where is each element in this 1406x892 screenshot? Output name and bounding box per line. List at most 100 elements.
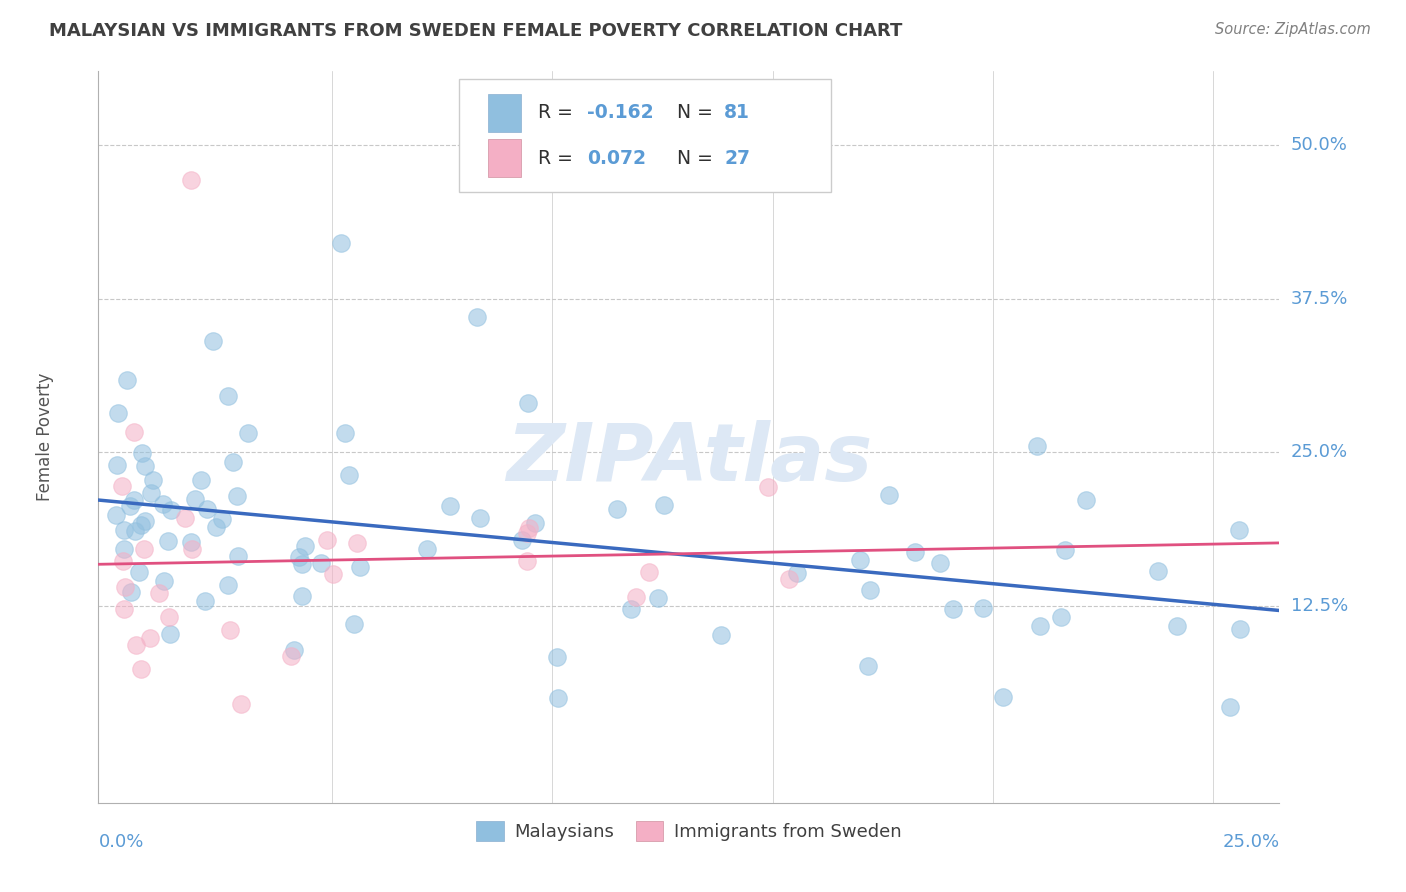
Point bbox=[778, 572, 800, 586]
Point bbox=[349, 560, 371, 574]
Point bbox=[122, 493, 145, 508]
Point bbox=[315, 533, 337, 547]
Text: N =: N = bbox=[678, 149, 718, 168]
Point bbox=[416, 541, 439, 556]
Point bbox=[142, 473, 165, 487]
Point bbox=[156, 533, 179, 548]
Text: N =: N = bbox=[678, 103, 718, 122]
Point bbox=[157, 609, 180, 624]
Point bbox=[620, 602, 643, 616]
Point bbox=[856, 659, 879, 673]
Point bbox=[1054, 543, 1077, 558]
Point bbox=[222, 455, 245, 469]
FancyBboxPatch shape bbox=[488, 139, 522, 178]
Point bbox=[1026, 439, 1049, 453]
Point bbox=[190, 473, 212, 487]
Text: -0.162: -0.162 bbox=[588, 103, 654, 122]
Point bbox=[134, 459, 156, 474]
Point bbox=[148, 586, 170, 600]
Text: 12.5%: 12.5% bbox=[1291, 597, 1348, 615]
Point bbox=[180, 172, 202, 186]
Text: 37.5%: 37.5% bbox=[1291, 290, 1348, 308]
Point bbox=[217, 389, 239, 403]
Point bbox=[111, 479, 134, 493]
Point bbox=[343, 617, 366, 632]
Legend: Malaysians, Immigrants from Sweden: Malaysians, Immigrants from Sweden bbox=[470, 814, 908, 848]
Text: 50.0%: 50.0% bbox=[1291, 136, 1347, 154]
Point bbox=[1049, 610, 1071, 624]
Point bbox=[1166, 619, 1188, 633]
Point bbox=[547, 691, 569, 706]
Point bbox=[291, 589, 314, 603]
Point bbox=[134, 541, 156, 556]
FancyBboxPatch shape bbox=[488, 94, 522, 132]
Point bbox=[1146, 564, 1168, 578]
Point bbox=[439, 499, 461, 513]
Point bbox=[153, 574, 176, 588]
Point bbox=[134, 514, 156, 528]
Text: R =: R = bbox=[537, 103, 579, 122]
Text: 0.0%: 0.0% bbox=[98, 833, 143, 851]
Text: Source: ZipAtlas.com: Source: ZipAtlas.com bbox=[1215, 22, 1371, 37]
Point bbox=[516, 525, 538, 540]
Point bbox=[654, 498, 676, 512]
Point bbox=[107, 406, 129, 420]
Point bbox=[972, 601, 994, 615]
Point bbox=[606, 501, 628, 516]
Point bbox=[470, 511, 492, 525]
Point bbox=[904, 545, 927, 559]
Point bbox=[201, 334, 224, 349]
Point bbox=[309, 556, 332, 570]
Point bbox=[217, 578, 239, 592]
Point bbox=[141, 486, 163, 500]
Point bbox=[104, 508, 127, 522]
Point bbox=[294, 539, 316, 553]
Point bbox=[1229, 623, 1251, 637]
Point bbox=[510, 533, 533, 547]
Point bbox=[288, 550, 311, 565]
Point bbox=[291, 557, 314, 571]
Point bbox=[180, 534, 202, 549]
Point bbox=[322, 567, 344, 582]
Point bbox=[129, 518, 152, 533]
Point bbox=[337, 468, 360, 483]
Point bbox=[184, 492, 207, 507]
Point bbox=[124, 524, 146, 538]
Text: 27: 27 bbox=[724, 149, 751, 168]
Point bbox=[1227, 523, 1250, 537]
Point bbox=[115, 373, 138, 387]
Point bbox=[159, 627, 181, 641]
Point bbox=[1219, 700, 1241, 714]
Point bbox=[194, 594, 217, 608]
Point bbox=[105, 458, 128, 472]
Point bbox=[120, 499, 142, 513]
Point bbox=[129, 662, 152, 676]
Point bbox=[638, 565, 661, 579]
Point bbox=[346, 536, 368, 550]
Point bbox=[329, 236, 352, 251]
Point bbox=[114, 580, 136, 594]
Point bbox=[517, 521, 540, 535]
Point bbox=[546, 650, 568, 665]
Point bbox=[218, 623, 240, 637]
Text: 25.0%: 25.0% bbox=[1291, 443, 1348, 461]
Point bbox=[647, 591, 669, 606]
Point bbox=[849, 553, 872, 567]
Point bbox=[226, 549, 249, 563]
Point bbox=[877, 488, 900, 502]
Point bbox=[122, 425, 145, 439]
Text: ZIPAtlas: ZIPAtlas bbox=[506, 420, 872, 498]
Point bbox=[120, 585, 142, 599]
Point bbox=[280, 648, 302, 663]
Point bbox=[112, 542, 135, 557]
Text: Female Poverty: Female Poverty bbox=[37, 373, 55, 501]
Point bbox=[226, 489, 249, 503]
Point bbox=[283, 642, 305, 657]
Point bbox=[181, 541, 204, 556]
Point bbox=[128, 565, 150, 579]
Point bbox=[131, 446, 153, 460]
Point bbox=[710, 628, 733, 642]
Point bbox=[516, 554, 538, 568]
Point bbox=[211, 512, 233, 526]
Point bbox=[160, 503, 183, 517]
